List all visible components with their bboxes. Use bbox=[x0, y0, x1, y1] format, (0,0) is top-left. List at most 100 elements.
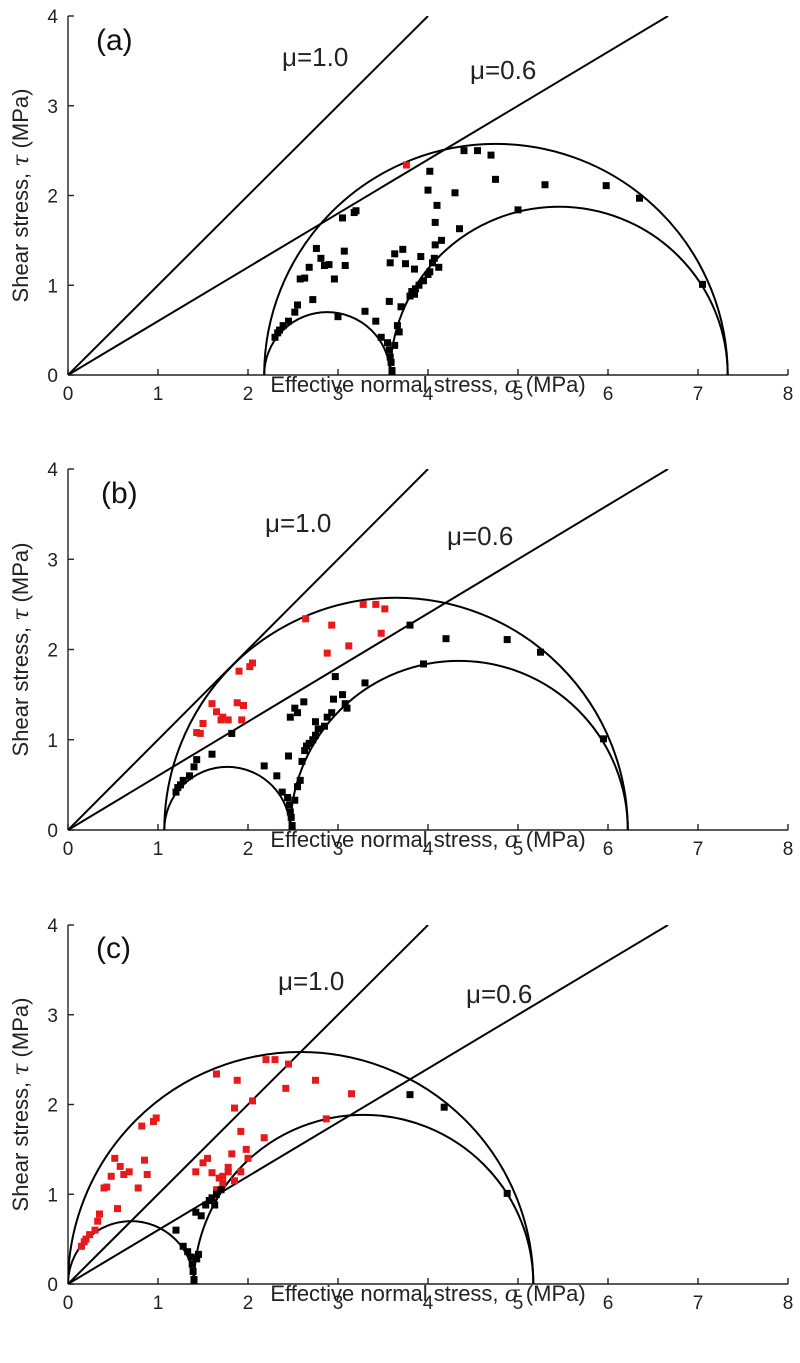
data-point bbox=[296, 776, 304, 784]
friction-line-label: μ=1.0 bbox=[265, 508, 331, 538]
data-point bbox=[224, 1163, 232, 1171]
data-point bbox=[262, 1056, 270, 1064]
x-tick-label: 2 bbox=[243, 1293, 254, 1314]
data-point bbox=[208, 1169, 216, 1177]
data-point bbox=[343, 704, 351, 712]
data-point bbox=[435, 263, 443, 271]
data-point bbox=[195, 1250, 202, 1258]
data-point bbox=[219, 1172, 227, 1180]
x-axis-symbol: σ bbox=[505, 828, 521, 853]
x-tick-label: 7 bbox=[693, 1293, 704, 1314]
y-axis-symbol: τ bbox=[9, 154, 34, 167]
data-point bbox=[352, 207, 360, 215]
data-point bbox=[235, 667, 243, 675]
data-point bbox=[312, 731, 319, 739]
data-point bbox=[150, 1118, 157, 1126]
data-point bbox=[187, 1253, 195, 1261]
data-point bbox=[284, 794, 292, 802]
data-point bbox=[291, 308, 299, 316]
data-point bbox=[213, 1186, 220, 1194]
x-tick-label: 4 bbox=[423, 384, 434, 405]
x-tick-label: 3 bbox=[333, 839, 344, 860]
y-tick-label: 1 bbox=[47, 731, 58, 752]
x-axis-label-text: Effective normal stress, bbox=[270, 827, 504, 852]
data-point bbox=[219, 713, 227, 721]
data-point bbox=[361, 307, 369, 315]
data-point bbox=[193, 729, 201, 737]
data-point bbox=[291, 704, 299, 712]
y-tick-label: 1 bbox=[47, 276, 58, 297]
x-tick-label: 6 bbox=[603, 839, 614, 860]
mohr-circle-0 bbox=[68, 1050, 535, 1284]
data-point bbox=[94, 1217, 102, 1225]
x-tick-label: 5 bbox=[513, 384, 524, 405]
data-point bbox=[602, 182, 610, 190]
data-point bbox=[325, 261, 333, 269]
data-point bbox=[440, 1103, 448, 1111]
data-point bbox=[456, 225, 463, 233]
x-tick-label: 0 bbox=[63, 839, 74, 860]
x-tick-label: 5 bbox=[513, 839, 524, 860]
data-point bbox=[219, 1179, 227, 1187]
data-point bbox=[381, 605, 389, 613]
data-point bbox=[406, 292, 414, 300]
data-point bbox=[372, 600, 380, 608]
data-point bbox=[600, 735, 607, 743]
x-axis-unit: (MPa) bbox=[520, 1281, 586, 1306]
data-point bbox=[208, 750, 216, 758]
x-tick-label: 7 bbox=[693, 384, 704, 405]
data-point bbox=[385, 297, 393, 305]
y-axis-label-text: Shear stress, bbox=[8, 167, 33, 303]
data-point bbox=[233, 699, 241, 707]
y-axis-label-text: Shear stress, bbox=[8, 1076, 33, 1212]
data-point bbox=[231, 1177, 238, 1185]
data-point bbox=[237, 1127, 245, 1135]
data-point bbox=[238, 716, 246, 724]
friction-line-1 bbox=[68, 925, 669, 1284]
data-point bbox=[287, 813, 295, 821]
data-point bbox=[120, 1171, 128, 1179]
data-point bbox=[460, 147, 468, 155]
y-axis-label: Shear stress, τ (MPa) bbox=[8, 998, 34, 1212]
data-point bbox=[430, 254, 438, 262]
data-point bbox=[451, 189, 459, 197]
data-point bbox=[514, 206, 522, 214]
data-point bbox=[288, 826, 296, 830]
data-point bbox=[141, 1156, 148, 1164]
y-axis-symbol: τ bbox=[9, 1063, 34, 1076]
data-point bbox=[208, 1194, 216, 1202]
data-point bbox=[361, 679, 369, 687]
data-point bbox=[249, 1097, 256, 1105]
data-point bbox=[359, 600, 367, 608]
y-tick-label: 2 bbox=[47, 641, 58, 662]
data-point bbox=[296, 275, 304, 283]
x-axis-label-text: Effective normal stress, bbox=[270, 1281, 504, 1306]
data-point bbox=[377, 629, 385, 637]
y-tick-label: 3 bbox=[47, 1006, 58, 1027]
x-axis-label: Effective normal stress, σ (MPa) bbox=[270, 372, 585, 398]
data-point bbox=[474, 147, 481, 155]
data-point bbox=[377, 333, 385, 341]
data-point bbox=[322, 1115, 330, 1123]
data-point bbox=[420, 660, 427, 668]
data-point bbox=[273, 772, 281, 780]
x-tick-label: 2 bbox=[243, 384, 254, 405]
data-point bbox=[372, 317, 380, 325]
x-tick-label: 8 bbox=[783, 384, 794, 405]
x-tick-label: 4 bbox=[423, 1293, 434, 1314]
y-axis-unit: (MPa) bbox=[8, 998, 33, 1064]
data-point bbox=[331, 673, 339, 681]
x-axis-label-text: Effective normal stress, bbox=[270, 372, 504, 397]
data-point bbox=[301, 274, 309, 282]
friction-line-label: μ=1.0 bbox=[282, 42, 348, 72]
data-point bbox=[179, 1242, 187, 1250]
data-point bbox=[193, 1255, 201, 1263]
data-point bbox=[211, 1201, 219, 1209]
data-point bbox=[424, 186, 432, 194]
x-tick-label: 8 bbox=[783, 1293, 794, 1314]
friction-line-label: μ=0.6 bbox=[466, 979, 532, 1009]
data-point bbox=[228, 1150, 236, 1158]
data-point bbox=[228, 729, 236, 737]
